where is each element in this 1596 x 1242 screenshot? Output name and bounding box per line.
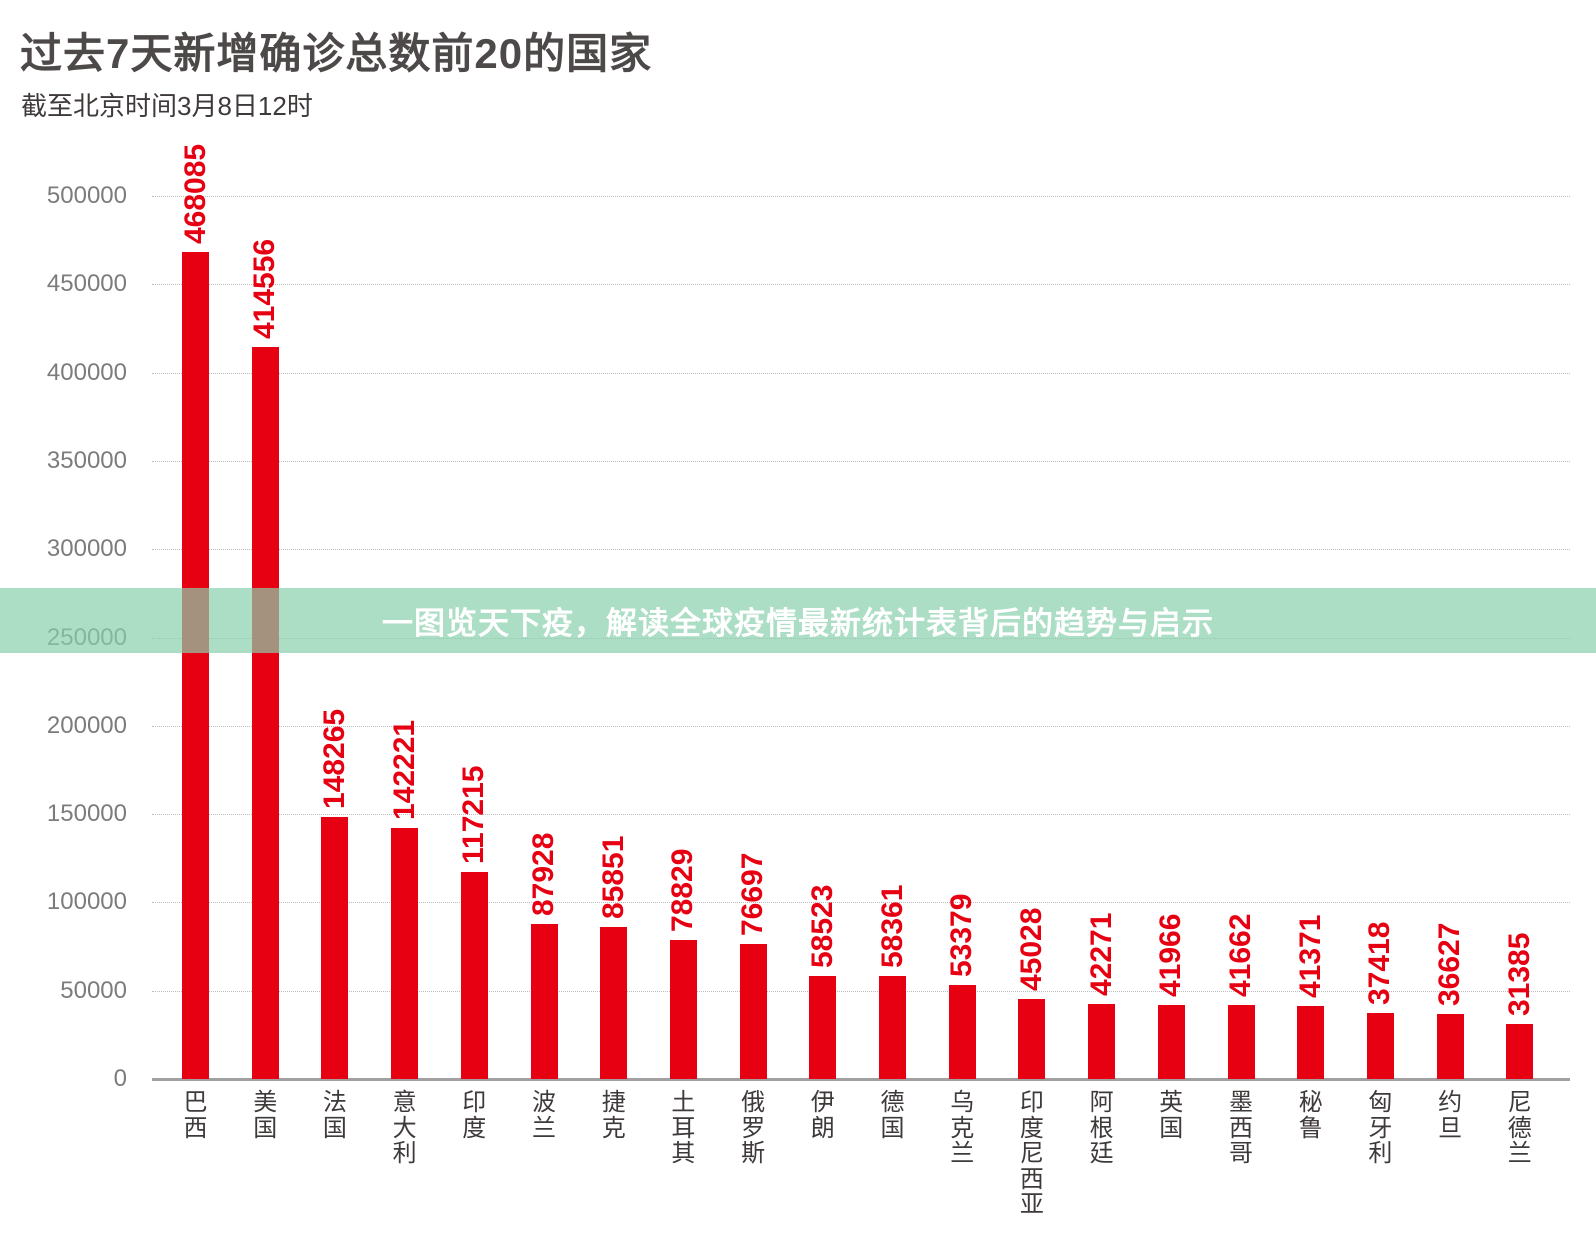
bar <box>1018 999 1046 1079</box>
y-axis-tick-label: 350000 <box>46 446 127 474</box>
bar-value-label: 468085 <box>178 144 212 245</box>
category-label: 约 旦 <box>1438 1089 1463 1142</box>
bar <box>739 943 767 1079</box>
y-axis-tick-label: 100000 <box>46 888 127 916</box>
category-label: 乌 克 兰 <box>950 1089 975 1167</box>
x-axis-line <box>152 1078 1570 1081</box>
bar <box>879 975 906 1079</box>
bar <box>669 939 697 1079</box>
bar <box>1227 1005 1255 1079</box>
category-label: 波 兰 <box>532 1089 556 1142</box>
gridline <box>152 460 1570 462</box>
category-label: 意 大 利 <box>392 1089 417 1167</box>
y-axis-tick-label: 300000 <box>46 535 127 563</box>
category-label: 捷 克 <box>601 1089 626 1142</box>
bar <box>321 817 349 1079</box>
category-label: 印 度 <box>462 1089 487 1142</box>
bar-value-label: 58361 <box>875 884 909 968</box>
bar <box>600 927 628 1079</box>
bar-value-label: 76697 <box>736 852 770 936</box>
bar-value-label: 41371 <box>1293 914 1327 998</box>
category-label: 土 耳 其 <box>671 1089 696 1167</box>
category-label: 秘 鲁 <box>1298 1089 1323 1142</box>
category-label: 法 国 <box>322 1089 347 1142</box>
bar <box>530 923 558 1079</box>
y-axis-tick-label: 500000 <box>46 182 127 209</box>
bar-value-label: 41966 <box>1154 913 1188 997</box>
bar <box>948 984 976 1079</box>
gridline <box>152 725 1570 727</box>
bar-value-label: 31385 <box>1502 932 1536 1016</box>
y-axis-tick-label: 450000 <box>46 270 127 298</box>
category-label: 德 国 <box>880 1089 905 1142</box>
category-label: 巴 西 <box>183 1089 208 1142</box>
y-axis-tick-label: 0 <box>113 1065 127 1092</box>
bar <box>1157 1004 1185 1079</box>
gridline <box>152 196 1570 197</box>
y-axis-tick-label: 200000 <box>46 711 127 739</box>
gridline <box>152 372 1570 374</box>
bar <box>460 871 488 1079</box>
bar <box>391 827 419 1079</box>
bar <box>1297 1005 1325 1079</box>
category-label: 印 度 尼 西 亚 <box>1019 1089 1044 1218</box>
bar-value-label: 45028 <box>1014 908 1048 992</box>
category-label: 美 国 <box>253 1089 278 1142</box>
category-label: 阿 根 廷 <box>1089 1089 1114 1167</box>
bar-value-label: 41662 <box>1224 914 1257 998</box>
bar <box>182 252 209 1079</box>
bar-value-label: 37418 <box>1363 921 1397 1005</box>
chart-subtitle: 截至北京时间3月8日12时 <box>21 91 313 121</box>
y-axis-tick-label: 400000 <box>46 358 127 386</box>
banner-overlay: 一图览天下疫，解读全球疫情最新统计表背后的趋势与启示 <box>0 588 1596 653</box>
bar-value-label: 117215 <box>457 765 491 864</box>
bar <box>1506 1023 1534 1079</box>
bar-value-label: 36627 <box>1433 922 1467 1007</box>
bar-value-label: 53379 <box>945 893 979 977</box>
bar-value-label: 148265 <box>317 709 351 810</box>
category-label: 墨 西 哥 <box>1229 1089 1253 1167</box>
bar-value-label: 142221 <box>387 719 421 820</box>
category-label: 匈 牙 利 <box>1368 1089 1393 1167</box>
bar-value-label: 78829 <box>666 848 700 932</box>
y-axis-tick-label: 50000 <box>60 976 127 1004</box>
category-label: 伊 朗 <box>810 1089 835 1142</box>
gridline <box>152 902 1570 904</box>
bar-value-label: 58523 <box>805 884 839 968</box>
gridline <box>152 284 1570 286</box>
chart-title: 过去7天新增确诊总数前20的国家 <box>20 30 653 77</box>
category-label: 尼 德 兰 <box>1507 1089 1532 1167</box>
bar <box>1436 1014 1464 1079</box>
banner-title: 一图览天下疫，解读全球疫情最新统计表背后的趋势与启示 <box>382 606 1214 641</box>
gridline <box>152 814 1570 816</box>
category-label: 俄 罗 斯 <box>741 1089 766 1167</box>
bar <box>1088 1004 1116 1079</box>
bar-value-label: 85851 <box>596 835 630 920</box>
bar <box>251 346 279 1079</box>
gridline <box>152 990 1570 992</box>
category-label: 英 国 <box>1159 1089 1184 1142</box>
bar <box>809 975 837 1079</box>
y-axis-tick-label: 150000 <box>46 800 127 828</box>
gridline <box>152 549 1570 551</box>
bar-value-label: 414556 <box>248 238 282 339</box>
bar-value-label: 42271 <box>1084 912 1118 997</box>
bar <box>1366 1012 1394 1079</box>
bar-value-label: 87928 <box>527 832 560 916</box>
